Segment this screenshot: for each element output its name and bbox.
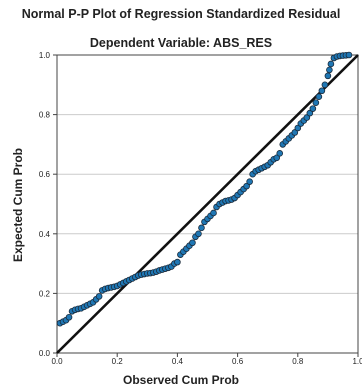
data-point	[198, 224, 205, 232]
data-point	[291, 129, 299, 136]
chart-subtitle: Dependent Variable: ABS_RES	[89, 36, 273, 50]
grid-lines	[57, 114, 358, 294]
data-point	[276, 150, 284, 157]
plot-frame	[56, 54, 359, 354]
y-tick-label: 0.6	[39, 170, 51, 179]
data-point	[326, 66, 333, 74]
data-point	[312, 99, 320, 106]
x-tick-labels: 0.0 0.2 0.4 0.6 0.8 1.0	[51, 357, 362, 366]
data-point	[273, 154, 281, 162]
data-point	[189, 239, 196, 247]
reference-line	[56, 54, 359, 354]
data-point	[327, 60, 335, 68]
y-axis-label: Expected Cum Prob	[11, 147, 25, 263]
axes	[53, 54, 359, 357]
data-point	[321, 81, 329, 89]
data-point	[303, 114, 311, 121]
data-points	[56, 51, 353, 327]
x-tick-label: 0.8	[292, 357, 304, 366]
chart-title: Normal P-P Plot of Regression Standardiz…	[21, 7, 341, 21]
y-tick-label: 0.2	[39, 289, 51, 298]
x-axis-label: Observed Cum Prob	[122, 373, 240, 387]
data-point	[309, 105, 317, 112]
y-tick-label: 0.0	[39, 349, 51, 358]
x-tick-label: 0.0	[51, 357, 63, 366]
x-tick-label: 0.4	[172, 357, 184, 366]
data-point	[65, 313, 73, 321]
data-point	[174, 258, 181, 266]
data-point	[318, 87, 326, 95]
data-point	[345, 51, 353, 59]
x-tick-label: 0.2	[112, 357, 124, 366]
y-tick-label: 0.4	[39, 230, 51, 239]
data-point	[246, 178, 253, 185]
data-point	[195, 230, 202, 238]
y-tick-label: 0.8	[39, 111, 51, 120]
data-point	[324, 72, 332, 80]
y-tick-label: 1.0	[39, 51, 51, 60]
data-point	[294, 124, 302, 132]
data-point	[243, 182, 250, 190]
data-point	[306, 109, 314, 117]
x-tick-label: 1.0	[352, 357, 362, 366]
data-point	[210, 209, 217, 217]
x-tick-label: 0.6	[232, 357, 244, 366]
y-tick-labels: 0.0 0.2 0.4 0.6 0.8 1.0	[39, 51, 51, 358]
data-point	[95, 293, 103, 300]
diagonal-line	[56, 54, 359, 354]
data-point	[315, 93, 323, 101]
